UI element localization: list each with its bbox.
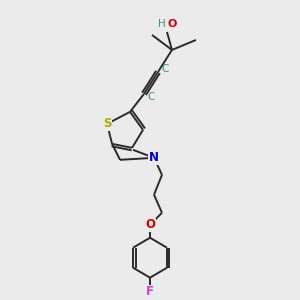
- Text: C: C: [147, 92, 155, 102]
- Text: C: C: [161, 64, 169, 74]
- Text: O: O: [167, 19, 177, 29]
- Text: H: H: [158, 19, 166, 29]
- Text: N: N: [149, 151, 159, 164]
- Text: F: F: [146, 285, 154, 298]
- Text: O: O: [145, 218, 155, 231]
- Text: S: S: [103, 117, 111, 130]
